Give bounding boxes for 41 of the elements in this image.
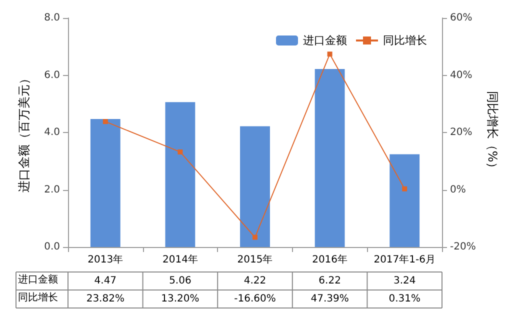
legend-label: 进口金额 (303, 34, 347, 47)
x-tick-label: 2014年 (162, 254, 198, 266)
data-label: 3.24 (393, 276, 416, 286)
y-axis-title: 进口金额（百万美元） (17, 72, 31, 192)
y-tick-label: 4.0 (44, 127, 60, 138)
y2-tick-label: 20% (450, 127, 472, 138)
data-label: 6.22 (318, 276, 341, 286)
y-tick-label: 6.0 (44, 70, 60, 81)
y2-tick-label: 40% (450, 70, 472, 81)
x-tick-label: 2013年 (88, 254, 124, 266)
legend-label: 同比增长 (383, 34, 427, 47)
x-tick-label: 2017年1-6月 (374, 254, 436, 266)
x-tick-label: 2016年 (312, 254, 348, 266)
y2-tick-label: 0% (450, 184, 466, 196)
y-tick-label: 0.0 (44, 242, 60, 252)
data-label: 4.47 (94, 276, 117, 286)
data-label: 47.39% (310, 294, 349, 304)
data-label: 23.82% (86, 294, 124, 304)
bar (90, 119, 120, 247)
y-tick-label: 2.0 (44, 184, 60, 196)
point (252, 234, 258, 240)
bar (240, 126, 270, 247)
data-label: -16.60% (234, 294, 276, 304)
y2-tick-label: 60% (450, 12, 472, 24)
text: 进口金额 (18, 274, 58, 286)
bar (165, 102, 196, 247)
point (402, 186, 408, 192)
y2-tick-label: -20% (450, 242, 476, 252)
data-label: 5.06 (169, 276, 192, 286)
data-label: 4.22 (244, 276, 266, 286)
text: 同比增长 (18, 292, 58, 304)
bar (390, 154, 420, 247)
point (102, 119, 108, 124)
bar (314, 68, 345, 247)
point (178, 149, 183, 154)
x-tick-label: 2015年 (237, 254, 273, 266)
data-label: 0.31% (388, 294, 420, 304)
data-label: 13.20% (161, 294, 200, 304)
point (327, 52, 332, 57)
y2-axis-title: 同比增长（%） (486, 90, 500, 174)
y-tick-label: 8.0 (44, 12, 60, 24)
